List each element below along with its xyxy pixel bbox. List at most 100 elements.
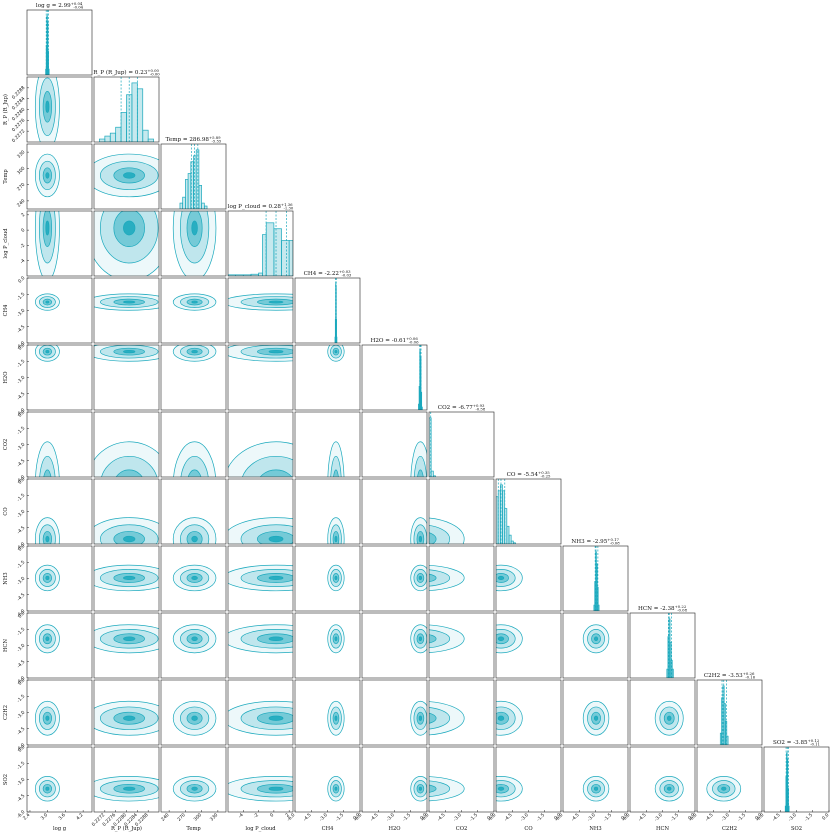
density-contour bbox=[228, 564, 293, 592]
marginal-panel bbox=[179, 144, 208, 209]
x-tick-label: 300 bbox=[193, 812, 203, 822]
histogram-bar bbox=[115, 126, 122, 142]
title-text: log g = 2.99 bbox=[36, 3, 71, 9]
panel-frame bbox=[495, 545, 562, 612]
histogram-bar bbox=[281, 240, 290, 276]
histogram-bar bbox=[262, 234, 267, 276]
density-contour bbox=[187, 469, 202, 477]
density-contour bbox=[191, 575, 198, 581]
title-sub: -5.55 bbox=[212, 139, 222, 144]
x-axis-label: CO2 bbox=[456, 826, 468, 832]
joint-panel bbox=[582, 624, 610, 654]
x-tick-label: -6.0 bbox=[621, 812, 632, 823]
joint-panel bbox=[34, 153, 60, 198]
marginal-title: log P_cloud = 0.28+1.36 -1.30 bbox=[228, 202, 294, 211]
panel-frame bbox=[428, 612, 495, 679]
panel-frame bbox=[294, 344, 361, 411]
density-contour bbox=[123, 300, 136, 304]
title-text: CO = -5.54 bbox=[507, 472, 539, 478]
density-contour bbox=[268, 535, 284, 543]
density-contour bbox=[191, 349, 198, 354]
joint-panel bbox=[172, 564, 217, 592]
joint-panel bbox=[172, 211, 217, 276]
panel-frame bbox=[26, 9, 93, 76]
x-tick-label: -1.5 bbox=[804, 812, 815, 823]
title-sup: +0.00 bbox=[147, 68, 159, 73]
density-contour bbox=[242, 455, 293, 477]
x-tick-label: -4.5 bbox=[637, 812, 648, 823]
density-contour bbox=[35, 441, 60, 477]
density-contour bbox=[429, 707, 451, 730]
x-tick-label: 0.0 bbox=[821, 812, 830, 821]
y-tick-label: -6.0 bbox=[16, 340, 27, 351]
joint-panel bbox=[429, 701, 465, 736]
y-tick-label: -1.5 bbox=[16, 492, 27, 503]
joint-panel bbox=[94, 517, 159, 544]
y-tick-label: 0.0 bbox=[17, 275, 26, 284]
density-contour bbox=[268, 715, 284, 721]
y-tick-label: -6.0 bbox=[16, 809, 27, 820]
panel-frame bbox=[160, 344, 227, 411]
title-sup: +1.36 bbox=[281, 202, 293, 207]
density-contour bbox=[45, 535, 50, 543]
title-sup: +0.17 bbox=[607, 537, 619, 542]
title-text: C2H2 = -3.53 bbox=[704, 673, 743, 679]
density-contour bbox=[43, 469, 52, 477]
panel-frame bbox=[160, 210, 227, 277]
joint-panel bbox=[228, 517, 293, 544]
y-tick-label: -4.5 bbox=[16, 525, 27, 536]
y-tick-label: 270 bbox=[16, 182, 26, 192]
title-sub: -0.00 bbox=[150, 72, 160, 77]
x-tick-label: 2 bbox=[284, 812, 290, 818]
density-contour bbox=[418, 715, 423, 721]
density-contour bbox=[335, 480, 337, 492]
density-contour bbox=[172, 517, 217, 544]
histogram-bar bbox=[179, 202, 184, 209]
title-sub: -0.58 bbox=[475, 407, 485, 412]
y-axis-label: SO2 bbox=[3, 774, 9, 785]
x-tick-label: 0 bbox=[269, 812, 275, 818]
marginal-title: R_P (R_Jup) = 0.23+0.00 -0.00 bbox=[93, 68, 160, 77]
x-tick-label: -1.5 bbox=[603, 812, 614, 823]
y-tick-label: 0.0 bbox=[17, 409, 26, 418]
density-contour bbox=[429, 517, 465, 544]
x-tick-label: 240 bbox=[160, 812, 170, 822]
y-axis-label: H2O bbox=[3, 371, 9, 383]
density-contour bbox=[429, 532, 437, 544]
density-contour bbox=[418, 575, 423, 581]
x-tick-label: 0.0 bbox=[754, 812, 763, 821]
x-axis-label: CH4 bbox=[322, 826, 334, 832]
joint-panel bbox=[496, 700, 523, 736]
title-sub: -0.11 bbox=[810, 742, 820, 747]
panel-frame bbox=[227, 679, 294, 746]
density-contour bbox=[191, 300, 198, 304]
y-tick-label: -1.5 bbox=[16, 559, 27, 570]
title-sub: -0.03 bbox=[342, 273, 352, 278]
title-text: Temp = 286.98 bbox=[166, 137, 210, 143]
joint-panel bbox=[327, 345, 345, 362]
density-contour bbox=[192, 480, 198, 492]
panel-frame bbox=[361, 545, 428, 612]
density-contour bbox=[45, 100, 50, 113]
density-contour bbox=[333, 469, 339, 477]
panel-frame bbox=[294, 746, 361, 813]
density-contour bbox=[39, 455, 56, 477]
panel-frame bbox=[428, 545, 495, 612]
panel-frame bbox=[629, 679, 696, 746]
panel-frame bbox=[93, 612, 160, 679]
panel-frame bbox=[26, 277, 93, 344]
y-tick-label: -4.5 bbox=[16, 458, 27, 469]
density-contour bbox=[268, 636, 284, 642]
x-tick-label: -3.0 bbox=[787, 812, 798, 823]
histogram-bar bbox=[265, 222, 275, 276]
title-sub: -0.08 bbox=[677, 608, 687, 613]
density-contour bbox=[429, 569, 451, 587]
panel-frame bbox=[93, 210, 160, 277]
x-tick-label: -3.0 bbox=[385, 812, 396, 823]
density-contour bbox=[429, 780, 451, 797]
histogram-bar bbox=[136, 88, 144, 142]
density-contour bbox=[99, 524, 159, 544]
panel-frame bbox=[361, 411, 428, 478]
joint-panel bbox=[327, 776, 345, 802]
density-contour bbox=[259, 469, 293, 477]
